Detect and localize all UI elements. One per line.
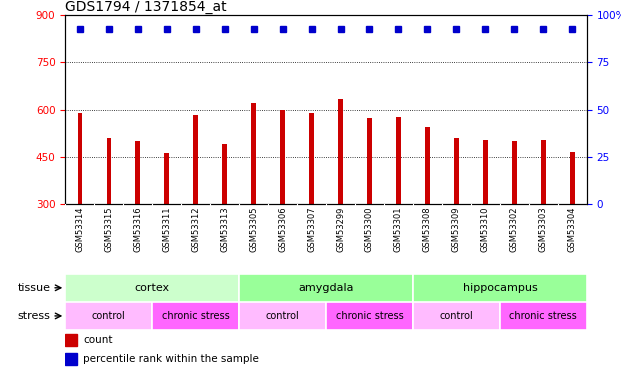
Text: GSM53305: GSM53305 <box>249 207 258 252</box>
Bar <box>367 118 371 204</box>
Text: cortex: cortex <box>135 283 170 293</box>
Text: GSM53313: GSM53313 <box>220 207 229 252</box>
Text: chronic stress: chronic stress <box>161 311 230 321</box>
Bar <box>65 302 152 330</box>
Text: percentile rank within the sample: percentile rank within the sample <box>83 354 260 363</box>
Text: GSM53312: GSM53312 <box>191 207 200 252</box>
Text: GSM53307: GSM53307 <box>307 207 316 252</box>
Text: chronic stress: chronic stress <box>335 311 404 321</box>
Bar <box>326 302 413 330</box>
Text: GSM53302: GSM53302 <box>510 207 519 252</box>
Bar <box>65 352 76 364</box>
Bar <box>500 302 587 330</box>
Bar <box>252 104 256 204</box>
Text: tissue: tissue <box>18 283 51 293</box>
Text: control: control <box>440 311 473 321</box>
Text: GSM53299: GSM53299 <box>336 207 345 252</box>
Bar <box>193 116 197 204</box>
Bar <box>338 99 343 204</box>
Bar <box>280 110 284 204</box>
Text: chronic stress: chronic stress <box>509 311 578 321</box>
Text: hippocampus: hippocampus <box>463 283 537 293</box>
Text: GDS1794 / 1371854_at: GDS1794 / 1371854_at <box>65 0 227 14</box>
Text: GSM53306: GSM53306 <box>278 207 287 252</box>
Bar <box>65 274 239 302</box>
Text: control: control <box>266 311 299 321</box>
Text: stress: stress <box>18 311 51 321</box>
Text: GSM53314: GSM53314 <box>75 207 84 252</box>
Bar <box>239 302 326 330</box>
Bar <box>396 117 401 204</box>
Text: GSM53316: GSM53316 <box>133 207 142 252</box>
Text: control: control <box>92 311 125 321</box>
Bar <box>570 152 574 204</box>
Text: GSM53310: GSM53310 <box>481 207 490 252</box>
Text: GSM53303: GSM53303 <box>539 207 548 252</box>
Text: GSM53300: GSM53300 <box>365 207 374 252</box>
Bar <box>165 153 169 204</box>
Bar <box>135 141 140 204</box>
Text: GSM53311: GSM53311 <box>162 207 171 252</box>
Bar <box>78 113 82 204</box>
Bar <box>152 302 239 330</box>
Text: GSM53309: GSM53309 <box>452 207 461 252</box>
Bar <box>413 274 587 302</box>
Bar <box>413 302 500 330</box>
Text: GSM53315: GSM53315 <box>104 207 113 252</box>
Text: GSM53304: GSM53304 <box>568 207 577 252</box>
Text: GSM53301: GSM53301 <box>394 207 403 252</box>
Text: amygdala: amygdala <box>298 283 354 293</box>
Text: GSM53308: GSM53308 <box>423 207 432 252</box>
Bar <box>454 138 458 204</box>
Bar <box>106 138 111 204</box>
Bar <box>512 141 517 204</box>
Bar <box>483 140 487 204</box>
Bar <box>541 140 545 204</box>
Bar <box>309 114 314 204</box>
Bar <box>239 274 413 302</box>
Bar <box>65 334 76 346</box>
Bar <box>222 144 227 204</box>
Bar <box>425 127 430 204</box>
Text: count: count <box>83 335 113 345</box>
